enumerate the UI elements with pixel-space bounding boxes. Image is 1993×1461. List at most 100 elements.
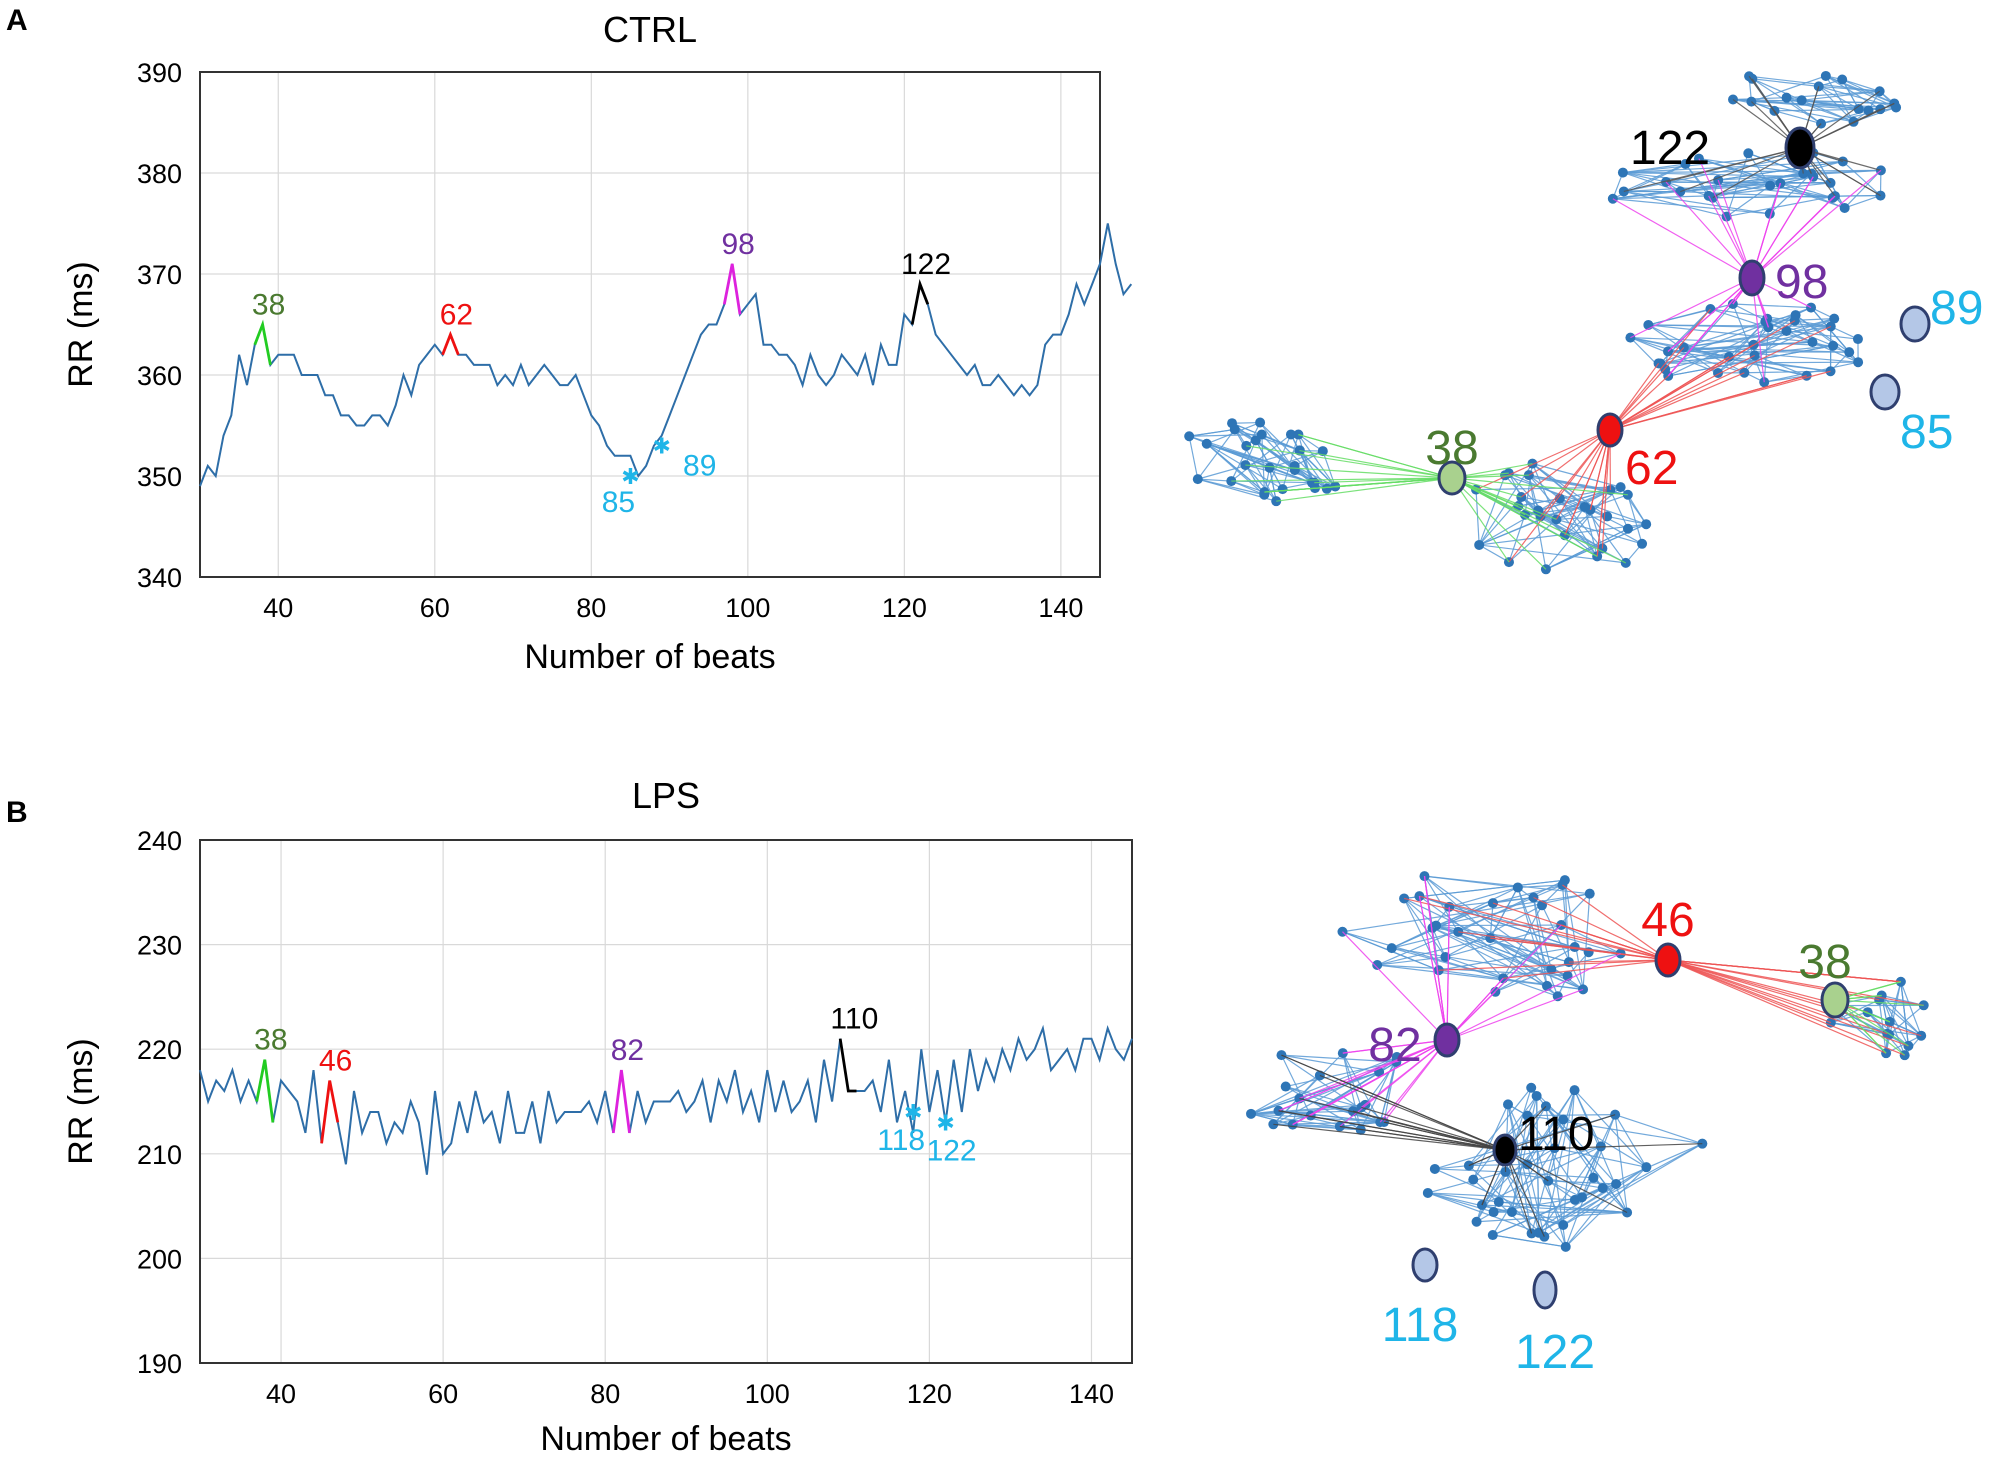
hub-edge bbox=[1712, 147, 1801, 199]
hub-edge bbox=[1245, 464, 1453, 479]
network-node bbox=[1597, 1183, 1608, 1194]
network-edge bbox=[1562, 1090, 1576, 1226]
network-edge bbox=[1468, 1165, 1545, 1238]
x-tick-label: 40 bbox=[263, 593, 293, 623]
network-node bbox=[1285, 429, 1296, 440]
network-edge bbox=[1528, 474, 1539, 511]
network-edge bbox=[1489, 903, 1494, 939]
panel-label-b: B bbox=[6, 796, 28, 829]
x-tick-label: 80 bbox=[590, 1379, 620, 1409]
network-node bbox=[1321, 483, 1332, 494]
network-edge bbox=[1765, 318, 1835, 323]
network-edge bbox=[1622, 171, 1667, 183]
highlight-label-110: 110 bbox=[830, 1003, 878, 1036]
network-edge bbox=[1517, 884, 1563, 889]
network-node bbox=[1602, 511, 1613, 522]
network-lps: 46 38 82 110 118 122 bbox=[1246, 871, 1929, 1379]
network-node bbox=[1227, 418, 1238, 429]
x-tick-label: 100 bbox=[745, 1379, 790, 1409]
network-node bbox=[1641, 519, 1652, 530]
network-edge bbox=[1544, 1143, 1703, 1238]
network-edge bbox=[1786, 330, 1859, 340]
network-edge bbox=[1842, 78, 1880, 92]
network-edge bbox=[1531, 1187, 1604, 1234]
hub-edge bbox=[1504, 1143, 1703, 1151]
network-edge bbox=[1612, 195, 1709, 200]
network-edge bbox=[1197, 478, 1232, 482]
network-edge bbox=[1766, 318, 1834, 347]
hub-edge bbox=[1601, 429, 1611, 549]
network-node bbox=[1184, 431, 1195, 442]
hub-edge bbox=[1609, 375, 1807, 431]
network-node bbox=[1615, 482, 1626, 493]
labeled-node-38 bbox=[1437, 460, 1467, 496]
network-edge bbox=[1434, 1164, 1469, 1170]
labeled-node-label-46: 46 bbox=[1641, 894, 1694, 947]
network-edge bbox=[1432, 927, 1548, 987]
hub-edge bbox=[1446, 988, 1584, 1041]
network-node bbox=[1853, 357, 1864, 368]
network-edge bbox=[1206, 443, 1265, 496]
network-edge bbox=[1492, 1119, 1564, 1236]
network-edge bbox=[1900, 981, 1922, 1036]
highlight-label-62: 62 bbox=[440, 299, 473, 332]
highlight-segment-98 bbox=[722, 263, 742, 315]
network-node bbox=[1820, 70, 1831, 81]
y-tick-label: 230 bbox=[137, 931, 182, 961]
y-tick-label: 360 bbox=[137, 361, 182, 391]
network-node bbox=[1192, 474, 1203, 485]
hub-edge bbox=[1278, 1110, 1506, 1151]
hub-edge bbox=[1446, 952, 1621, 1041]
x-tick-label: 140 bbox=[1069, 1379, 1114, 1409]
network-node bbox=[1512, 882, 1523, 893]
hub-edge bbox=[1438, 959, 1669, 971]
hub-edge bbox=[1475, 429, 1611, 491]
network-edge bbox=[1531, 1147, 1556, 1234]
labeled-node-label-38: 38 bbox=[1425, 422, 1478, 475]
network-edge bbox=[1648, 324, 1769, 328]
network-node bbox=[1829, 313, 1840, 324]
network-node bbox=[1487, 1230, 1498, 1241]
marker-85: ✱ bbox=[621, 464, 639, 489]
network-edge bbox=[1533, 884, 1563, 899]
network-node bbox=[1552, 991, 1563, 1002]
hub-edge bbox=[1490, 937, 1669, 961]
network-edge bbox=[1900, 981, 1910, 1046]
hub-edge bbox=[1667, 959, 1887, 1054]
network-edge bbox=[1498, 1089, 1576, 1203]
hub-edge bbox=[1751, 176, 1814, 279]
chart-title: LPS bbox=[632, 775, 700, 816]
network-edge bbox=[1622, 163, 1686, 174]
network-edge bbox=[1614, 1114, 1628, 1213]
hub-edge bbox=[1596, 429, 1611, 557]
network-node bbox=[1560, 1241, 1571, 1252]
y-tick-label: 370 bbox=[137, 260, 182, 290]
network-node bbox=[1493, 1197, 1504, 1208]
network-edge bbox=[1818, 85, 1897, 109]
network-edge bbox=[1322, 450, 1336, 487]
network-node bbox=[1522, 1159, 1533, 1170]
y-tick-label: 200 bbox=[137, 1244, 182, 1274]
network-node bbox=[1526, 1082, 1537, 1093]
network-edge bbox=[1436, 924, 1562, 927]
hub-edge bbox=[1564, 429, 1611, 536]
network-edge bbox=[1545, 489, 1611, 570]
labeled-node-98 bbox=[1738, 259, 1766, 297]
labeled-node-85 bbox=[1869, 373, 1901, 411]
hub-edge bbox=[1609, 356, 1730, 431]
hub-edge bbox=[1423, 876, 1448, 1041]
network-edge bbox=[1230, 433, 1292, 482]
network-edge bbox=[1250, 1106, 1362, 1115]
network-edge bbox=[1668, 350, 1850, 353]
network-edge bbox=[1281, 1054, 1397, 1063]
hub-edge bbox=[1451, 477, 1510, 563]
highlight-segment-38 bbox=[255, 1059, 275, 1123]
network-node bbox=[1588, 1172, 1599, 1183]
network-edge bbox=[1264, 482, 1313, 493]
network-edge bbox=[1527, 1114, 1616, 1117]
network-node bbox=[1468, 1174, 1479, 1185]
network-edge bbox=[1472, 1179, 1533, 1234]
network-node bbox=[1256, 429, 1267, 440]
network-edge bbox=[1261, 434, 1296, 471]
network-edge bbox=[1391, 947, 1568, 977]
